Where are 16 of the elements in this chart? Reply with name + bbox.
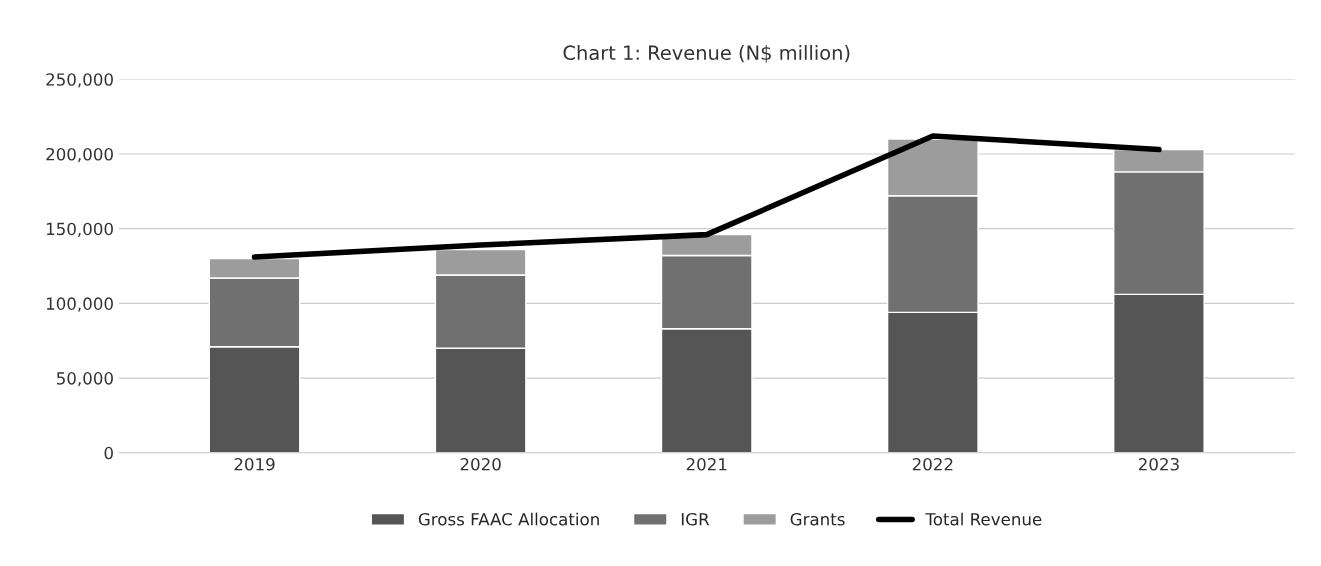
y-tick-label: 250,000	[46, 73, 113, 88]
y-tick-label: 200,000	[46, 147, 113, 163]
legend-label: IGR	[681, 512, 710, 526]
legend-label: Grants	[790, 512, 845, 526]
x-tick-label: 2019	[234, 457, 275, 471]
y-tick-label: 150,000	[46, 222, 113, 237]
chart-title: Chart 1: Revenue (N$ million)	[563, 45, 850, 63]
x-tick-label: 2022	[912, 457, 953, 471]
x-tick-label: 2020	[460, 457, 501, 471]
legend-label: Total Revenue	[925, 512, 1042, 526]
y-tick-label: 0	[104, 446, 113, 460]
y-tick-label: 50,000	[57, 372, 113, 387]
legend-label: Gross FAAC Allocation	[418, 512, 599, 526]
x-tick-label: 2023	[1138, 457, 1179, 471]
y-tick-label: 100,000	[46, 297, 113, 312]
x-tick-label: 2021	[686, 457, 727, 471]
